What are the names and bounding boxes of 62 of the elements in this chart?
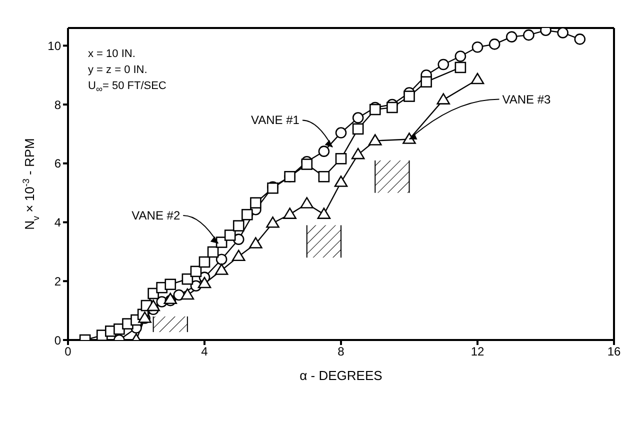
- point: [352, 123, 364, 135]
- point: [318, 146, 330, 157]
- point: [335, 127, 347, 138]
- point: [250, 197, 262, 208]
- point: [454, 50, 466, 62]
- x-axis-title: α - DEGREES: [300, 368, 383, 383]
- point: [436, 93, 450, 104]
- annotation: U$_{∞}$= 50 FT/SEC: [88, 79, 166, 96]
- point: [506, 31, 518, 42]
- point: [198, 276, 212, 288]
- point: [214, 264, 228, 275]
- point: [404, 90, 415, 102]
- point: [284, 170, 296, 182]
- point: [420, 76, 432, 88]
- point: [300, 197, 314, 208]
- point: [470, 72, 484, 84]
- point: [523, 29, 534, 41]
- point: [232, 250, 246, 262]
- y-tick-label: 0: [54, 333, 62, 348]
- y-tick-label: 4: [54, 216, 62, 230]
- point: [301, 158, 313, 170]
- point: [351, 148, 365, 160]
- point: [352, 112, 364, 124]
- x-tick-label: 4: [201, 344, 208, 359]
- text: VANE #1: [251, 113, 300, 128]
- x-tick-label: 0: [64, 344, 72, 359]
- point: [249, 237, 262, 248]
- point: [334, 176, 348, 187]
- point: [454, 62, 466, 74]
- point: [557, 28, 568, 38]
- point: [232, 220, 244, 232]
- point: [317, 208, 331, 219]
- text: VANE #2: [132, 208, 180, 222]
- point: [335, 153, 347, 164]
- point: [190, 266, 202, 278]
- point: [574, 34, 586, 45]
- annotation: y = z = 0 IN.: [88, 63, 148, 78]
- point: [318, 170, 330, 182]
- x-tick-label: 8: [338, 344, 345, 359]
- annotation: x = 10 IN.: [88, 47, 136, 62]
- point: [488, 38, 500, 50]
- point: [283, 208, 296, 219]
- y-tick-label: 2: [54, 274, 62, 288]
- point: [266, 216, 280, 228]
- x-tick-label: 16: [607, 344, 621, 359]
- point: [164, 278, 176, 290]
- point: [198, 256, 210, 268]
- y-tick-label: 10: [48, 38, 62, 53]
- point: [216, 254, 228, 265]
- series-label: VANE #3: [502, 92, 552, 106]
- point: [438, 58, 450, 70]
- x-tick-label: 12: [470, 344, 484, 359]
- y-tick-label: 8: [54, 98, 62, 112]
- point: [242, 208, 253, 220]
- point: [146, 300, 160, 312]
- point: [224, 230, 236, 241]
- point: [368, 134, 382, 146]
- point: [207, 246, 219, 258]
- point: [180, 288, 194, 300]
- point: [386, 102, 398, 114]
- point: [472, 41, 484, 53]
- y-tick-label: 6: [54, 156, 62, 171]
